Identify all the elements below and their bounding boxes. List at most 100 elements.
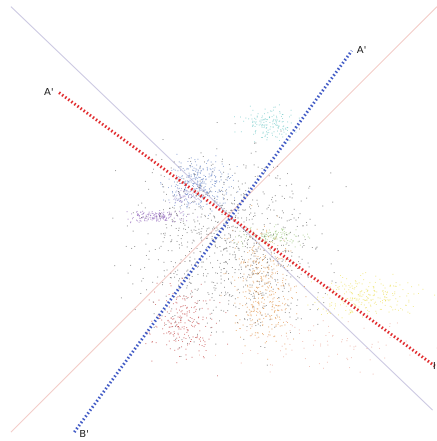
scatter-point bbox=[354, 280, 356, 282]
scatter-point bbox=[376, 291, 378, 293]
scatter-point bbox=[280, 265, 282, 267]
scatter-point bbox=[233, 251, 235, 253]
scatter-point bbox=[242, 324, 244, 326]
scatter-point bbox=[281, 325, 283, 327]
scatter-point bbox=[219, 266, 220, 268]
scatter-point bbox=[205, 176, 206, 177]
scatter-point bbox=[262, 229, 264, 231]
scatter-point bbox=[213, 227, 215, 229]
scatter-point bbox=[162, 284, 163, 286]
scatter-point bbox=[211, 171, 213, 173]
scatter-point bbox=[249, 214, 250, 216]
projection-axis-a bbox=[58, 91, 436, 368]
scatter-point bbox=[317, 323, 319, 325]
scatter-point bbox=[148, 211, 150, 213]
scatter-point bbox=[230, 194, 232, 196]
scatter-point bbox=[170, 240, 172, 242]
scatter-point bbox=[191, 195, 193, 197]
scatter-point bbox=[345, 285, 347, 287]
scatter-point bbox=[163, 270, 165, 272]
scatter-point bbox=[261, 124, 263, 126]
scatter-point bbox=[363, 279, 365, 281]
scatter-point bbox=[156, 220, 158, 222]
scatter-point bbox=[227, 219, 229, 221]
scatter-point bbox=[179, 262, 181, 264]
scatter-point bbox=[243, 228, 245, 230]
scatter-point bbox=[262, 297, 264, 299]
scatter-point bbox=[174, 195, 176, 197]
scatter-point bbox=[183, 199, 185, 201]
scatter-point bbox=[213, 169, 215, 171]
scatter-point bbox=[201, 239, 203, 241]
scatter-point bbox=[262, 233, 264, 235]
scatter-point bbox=[407, 293, 409, 294]
scatter-point bbox=[252, 272, 254, 274]
scatter-point bbox=[372, 295, 374, 297]
scatter-point bbox=[144, 220, 146, 222]
scatter-point bbox=[176, 190, 178, 192]
scatter-point bbox=[161, 158, 163, 160]
scatter-point bbox=[248, 289, 250, 291]
scatter-point bbox=[250, 265, 252, 267]
scatter-point bbox=[385, 344, 387, 346]
scatter-point bbox=[176, 194, 178, 196]
scatter-point bbox=[221, 161, 223, 163]
scatter-point bbox=[220, 250, 222, 252]
scatter-point bbox=[389, 286, 391, 288]
scatter-point bbox=[269, 249, 271, 251]
scatter-point bbox=[267, 235, 269, 237]
scatter-point bbox=[225, 179, 227, 181]
scatter-point bbox=[344, 283, 346, 285]
scatter-point bbox=[268, 326, 270, 328]
scatter-point bbox=[141, 280, 143, 282]
scatter-point bbox=[273, 263, 275, 265]
scatter-point bbox=[179, 166, 181, 168]
scatter-point bbox=[234, 286, 236, 287]
scatter-point bbox=[358, 306, 360, 308]
scatter-point bbox=[187, 182, 189, 184]
scatter-point bbox=[358, 298, 360, 300]
scatter-point bbox=[395, 282, 397, 284]
scatter-point bbox=[268, 232, 269, 234]
scatter-point bbox=[366, 291, 368, 292]
scatter-point bbox=[186, 287, 188, 289]
scatter-point bbox=[174, 194, 175, 196]
scatter-point bbox=[176, 297, 178, 299]
scatter-point bbox=[165, 224, 167, 225]
scatter-point bbox=[172, 334, 174, 336]
scatter-point bbox=[186, 275, 188, 277]
scatter-point bbox=[177, 235, 179, 237]
scatter-point bbox=[373, 289, 375, 291]
scatter-point bbox=[233, 203, 235, 205]
scatter-point bbox=[177, 178, 179, 180]
scatter-point bbox=[240, 277, 242, 279]
scatter-point bbox=[322, 205, 324, 207]
scatter-point bbox=[249, 105, 251, 107]
scatter-point bbox=[181, 201, 183, 203]
scatter-point bbox=[285, 128, 287, 130]
scatter-point bbox=[282, 226, 284, 228]
scatter-point bbox=[362, 316, 363, 318]
scatter-point bbox=[199, 177, 201, 178]
scatter-point bbox=[388, 311, 390, 313]
scatter-point bbox=[264, 119, 266, 121]
scatter-point bbox=[192, 336, 194, 338]
scatter-point bbox=[196, 171, 198, 173]
scatter-point bbox=[147, 233, 149, 235]
scatter-point bbox=[186, 232, 188, 234]
scatter-point bbox=[234, 123, 236, 125]
scatter-point bbox=[180, 197, 182, 199]
scatter-point bbox=[264, 136, 266, 137]
scatter-point bbox=[242, 243, 244, 245]
scatter-point bbox=[176, 212, 177, 214]
scatter-point bbox=[215, 155, 217, 157]
scatter-point bbox=[223, 262, 225, 263]
scatter-point bbox=[284, 250, 286, 252]
scatter-point bbox=[238, 269, 240, 271]
scatter-point bbox=[112, 217, 114, 219]
scatter-point bbox=[267, 287, 269, 289]
scatter-point bbox=[212, 195, 214, 197]
scatter-point bbox=[338, 286, 340, 288]
scatter-point bbox=[318, 301, 320, 303]
scatter-point bbox=[301, 258, 303, 260]
